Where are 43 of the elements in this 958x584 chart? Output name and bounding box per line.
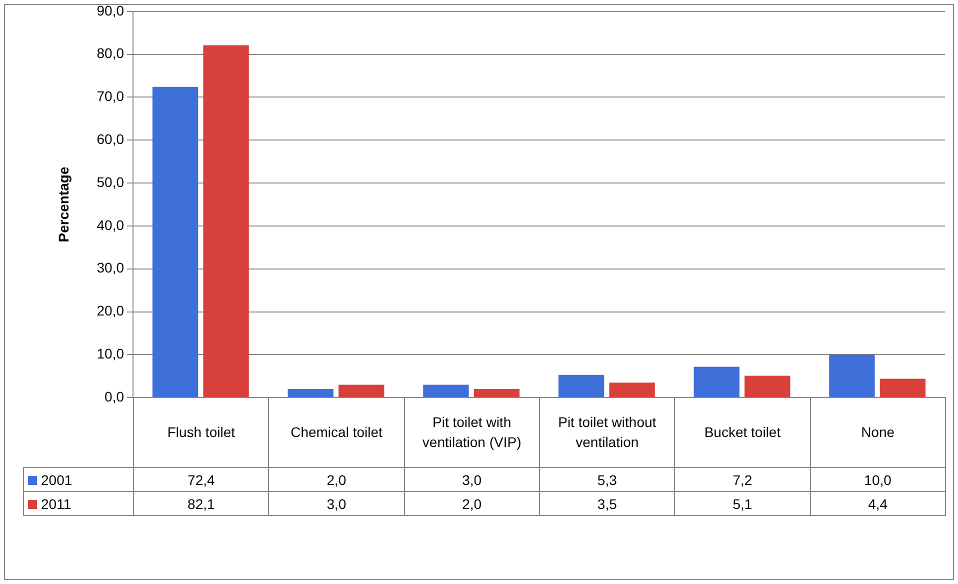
legend-label: 2011 (24, 492, 134, 516)
bar (474, 389, 520, 398)
y-tick-label: 0,0 (104, 388, 124, 404)
data-label: 7,2 (674, 468, 810, 492)
data-label: 10,0 (810, 468, 946, 492)
bar (423, 384, 469, 398)
y-tick-label: 10,0 (96, 346, 124, 362)
data-label: 5,3 (539, 468, 675, 492)
bar (203, 45, 249, 398)
y-axis-title: Percentage (55, 166, 72, 242)
y-tick-label: 40,0 (96, 216, 124, 233)
data-label: 3,5 (539, 492, 675, 516)
x-tick-label: Chemical toilet (268, 398, 404, 468)
bar (338, 384, 384, 398)
bar (609, 382, 655, 398)
data-label: 72,4 (134, 468, 269, 492)
y-tick-label: 60,0 (96, 130, 124, 147)
y-tick-label: 50,0 (96, 174, 124, 190)
x-tick-label: Pit toilet with ventilation (VIP) (404, 398, 540, 468)
x-tick-label: Flush toilet (134, 398, 269, 468)
bar (829, 354, 875, 398)
legend-label: 2001 (24, 468, 134, 492)
data-label: 5,1 (674, 492, 810, 516)
data-label: 3,0 (268, 492, 404, 516)
y-tick-label: 70,0 (96, 88, 124, 104)
data-label: 2,0 (268, 468, 404, 492)
y-tick-label: 90,0 (96, 2, 124, 18)
y-tick-label: 80,0 (96, 45, 124, 62)
y-tick-label: 30,0 (96, 260, 124, 276)
x-tick-label: Pit toilet without ventilation (539, 398, 675, 468)
bar (558, 374, 604, 398)
data-label: 82,1 (134, 492, 269, 516)
bar (744, 376, 790, 398)
bar (694, 366, 740, 398)
data-label: 2,0 (404, 492, 540, 516)
bar (152, 86, 198, 398)
bar (288, 389, 334, 398)
x-tick-label: None (810, 398, 946, 468)
data-label: 4,4 (810, 492, 946, 516)
x-tick-label: Bucket toilet (674, 398, 810, 468)
y-tick-label: 20,0 (96, 302, 124, 319)
data-label: 3,0 (404, 468, 540, 492)
bar (880, 378, 926, 398)
